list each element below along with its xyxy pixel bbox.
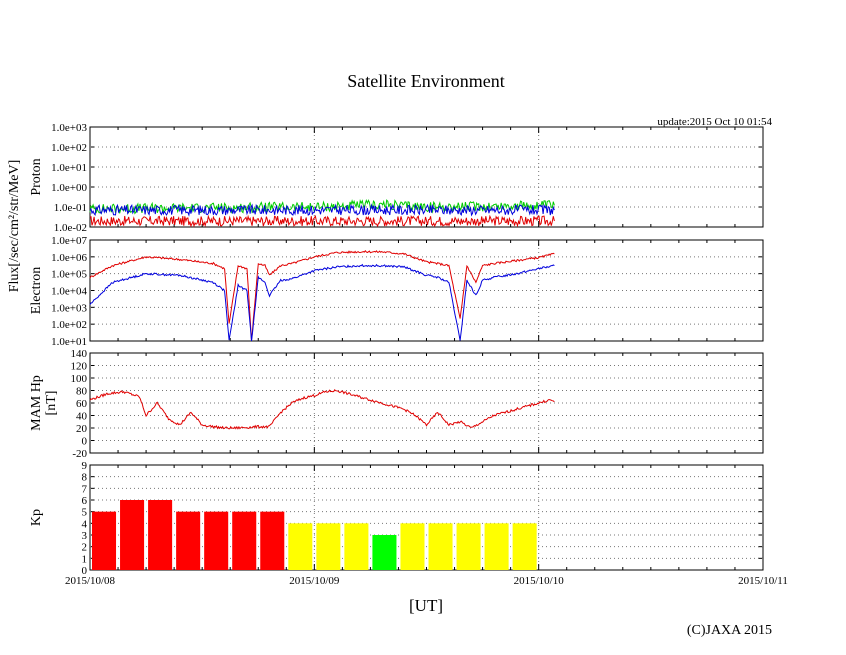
y-tick-label: 1.0e+02 bbox=[51, 319, 87, 331]
series-line-blue bbox=[89, 263, 555, 342]
x-tick-labels: 2015/10/08 2015/10/09 2015/10/10 2015/10/11 bbox=[65, 575, 788, 587]
y-tick-label: 5 bbox=[82, 507, 88, 519]
x-tick-label: 2015/10/09 bbox=[289, 575, 340, 587]
y-axis-label: Proton bbox=[29, 158, 44, 195]
y-tick-label: 40 bbox=[76, 411, 88, 423]
y-tick-label: 100 bbox=[71, 373, 88, 385]
y-tick-label: 1.0e+04 bbox=[51, 286, 87, 298]
kp-bar bbox=[92, 511, 117, 570]
x-tick-label: 2015/10/10 bbox=[514, 575, 565, 587]
panel-electron: 1.0e+01 1.0e+02 1.0e+03 1.0e+04 1.0e+05 1.0e+… bbox=[29, 235, 764, 348]
kp-bar bbox=[428, 523, 453, 570]
y-axis-label: Electron bbox=[29, 267, 44, 314]
y-tick-label: 1.0e+01 bbox=[51, 162, 87, 174]
series-line-green bbox=[89, 198, 555, 215]
y-tick-label: 80 bbox=[76, 386, 88, 398]
y-axis-label: Kp bbox=[29, 509, 44, 526]
series-line-blue bbox=[89, 203, 555, 217]
y-tick-label: 20 bbox=[76, 423, 88, 435]
kp-bar bbox=[484, 523, 509, 570]
kp-bar bbox=[316, 523, 341, 570]
kp-bar bbox=[148, 500, 173, 570]
y-tick-label: 4 bbox=[82, 518, 88, 530]
x-axis-label: [UT] bbox=[409, 596, 443, 615]
y-tick-label: 1.0e+05 bbox=[51, 269, 87, 281]
y-tick-label: 1 bbox=[82, 553, 88, 565]
kp-bar bbox=[120, 500, 145, 570]
y-tick-label: 9 bbox=[82, 460, 88, 472]
kp-bar bbox=[260, 511, 285, 570]
kp-bar bbox=[204, 511, 229, 570]
y-tick-label: 2 bbox=[82, 542, 88, 554]
y-tick-label: 3 bbox=[82, 530, 88, 542]
y-tick-label: 1.0e+07 bbox=[51, 235, 87, 247]
series-line-red bbox=[89, 389, 555, 430]
y-tick-label: 0 bbox=[82, 436, 88, 448]
y-tick-label: 1.0e-01 bbox=[54, 202, 87, 214]
flux-axis-label: Flux[/sec/cm²/str/MeV] bbox=[7, 160, 22, 293]
y-tick-label: 1.0e+02 bbox=[51, 142, 87, 154]
flux-label-text: Flux[/sec/cm²/str/MeV] bbox=[7, 160, 22, 293]
chart-panels: 1.0e-021.0e-011.0e+001.0e+011.0e+021.0e+… bbox=[29, 122, 788, 587]
update-timestamp: update:2015 Oct 10 01:54 bbox=[657, 116, 772, 128]
y-tick-label: 60 bbox=[76, 398, 88, 410]
y-tick-label: 1.0e+00 bbox=[51, 182, 87, 194]
kp-bar bbox=[400, 523, 425, 570]
y-tick-label: 1.0e+03 bbox=[51, 302, 87, 314]
kp-bar bbox=[512, 523, 537, 570]
y-tick-label: 8 bbox=[82, 472, 88, 484]
y-tick-label: -20 bbox=[72, 448, 87, 460]
x-tick-label: 2015/10/08 bbox=[65, 575, 116, 587]
y-axis-label: MAM Hp bbox=[29, 375, 44, 431]
y-tick-label: 1.0e+03 bbox=[51, 122, 87, 134]
chart-title: Satellite Environment bbox=[347, 71, 504, 91]
y-tick-label: 1.0e-02 bbox=[54, 222, 87, 234]
y-tick-label: 0 bbox=[82, 565, 88, 577]
kp-bar bbox=[372, 535, 397, 570]
kp-bar bbox=[288, 523, 313, 570]
y-tick-label: 6 bbox=[82, 495, 88, 507]
kp-bar bbox=[456, 523, 481, 570]
y-axis-unit: [nT] bbox=[44, 391, 59, 416]
y-tick-label: 120 bbox=[71, 361, 88, 373]
panel-proton: 1.0e-02 1.0e-01 1.0e+00 1.0e+01 1.0e+02 1.0e+… bbox=[29, 122, 764, 234]
y-tick-label: 1.0e+06 bbox=[51, 252, 87, 264]
x-tick-label: 2015/10/11 bbox=[738, 575, 788, 587]
kp-bar bbox=[344, 523, 369, 570]
y-tick-label: 1.0e+01 bbox=[51, 336, 87, 348]
series-line-red bbox=[89, 214, 555, 228]
series-line-red bbox=[89, 250, 555, 341]
y-tick-label: 140 bbox=[71, 348, 88, 360]
kp-bar bbox=[232, 511, 257, 570]
kp-bar bbox=[176, 511, 201, 570]
y-tick-label: 7 bbox=[82, 483, 88, 495]
copyright-notice: (C)JAXA 2015 bbox=[687, 623, 772, 638]
